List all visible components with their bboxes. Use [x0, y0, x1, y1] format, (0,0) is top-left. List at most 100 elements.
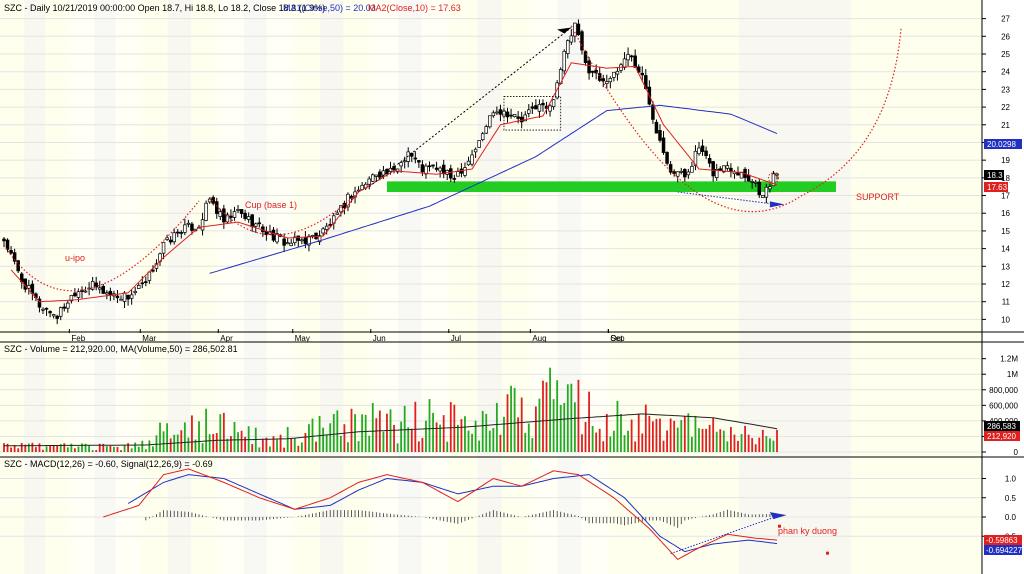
volume-bar: [722, 430, 725, 452]
volume-bar: [485, 413, 488, 452]
volume-bar: [761, 429, 764, 452]
volume-bar: [407, 427, 410, 452]
volume-bar: [350, 408, 353, 452]
price-tick-label: 18: [1001, 174, 1010, 183]
price-tick-label: 11: [1002, 298, 1011, 307]
candle-body: [12, 252, 17, 262]
candle-body: [463, 167, 467, 176]
candle-body: [97, 287, 102, 290]
candle-body: [172, 232, 176, 243]
macd-tick-label: 0.0: [1005, 513, 1017, 522]
volume-bar: [612, 430, 615, 452]
volume-bar: [166, 423, 169, 452]
candle-body: [179, 232, 184, 234]
volume-bar: [538, 398, 541, 452]
candle-body: [775, 173, 779, 176]
candle-body: [665, 152, 669, 164]
volume-bar: [63, 443, 66, 452]
volume-tick-label: 800,000: [989, 386, 1018, 395]
volume-bar: [315, 441, 317, 452]
volume-bar: [343, 424, 346, 452]
candle-body: [548, 105, 552, 112]
month-band-shade: [557, 0, 582, 574]
volume-bar: [35, 447, 37, 452]
price-tick-label: 23: [1001, 85, 1010, 94]
month-band-shade: [477, 0, 502, 574]
volume-bar: [737, 440, 739, 452]
price-title: SZC - Daily 10/21/2019 00:00:00 Open 18.…: [4, 3, 325, 13]
volume-bar: [240, 430, 243, 452]
macd-tick-label: 1.0: [1005, 475, 1017, 484]
volume-bar: [400, 421, 403, 452]
volume-bar: [42, 449, 44, 452]
candle-body: [449, 168, 453, 179]
candle-body: [115, 295, 120, 299]
candle-body: [424, 165, 428, 175]
candle-body: [523, 114, 527, 122]
volume-bar: [286, 427, 289, 452]
volume-bar: [627, 430, 629, 452]
candle-body: [608, 77, 613, 83]
volume-bar: [520, 397, 523, 452]
volume-bar: [137, 446, 140, 452]
candle-body: [83, 290, 88, 293]
volume-bar: [609, 436, 612, 452]
volume-bar: [623, 435, 626, 452]
support-annotation: SUPPORT: [856, 192, 900, 202]
volume-bar: [357, 441, 360, 452]
candle-body: [335, 212, 340, 215]
volume-bar: [393, 424, 395, 452]
candle-body: [580, 31, 584, 51]
candle-body: [275, 233, 279, 243]
volume-bar: [595, 432, 598, 452]
volume-bar: [492, 428, 495, 452]
month-label: Feb: [71, 334, 85, 343]
volume-bar: [159, 422, 161, 452]
candle-body: [413, 157, 418, 160]
volume-bar: [733, 434, 736, 452]
candle-body: [438, 167, 442, 172]
support-zone: [386, 181, 836, 192]
candle-body: [569, 35, 574, 43]
volume-bar: [371, 403, 374, 452]
candle-body: [729, 167, 733, 172]
volume-ma-line: [4, 413, 778, 447]
volume-bar: [719, 429, 722, 452]
candle-body: [168, 239, 173, 243]
volume-bar: [754, 444, 757, 452]
volume-bar: [403, 405, 406, 452]
price-tick-label: 10: [1001, 315, 1010, 324]
volume-bar: [169, 438, 172, 452]
candle-body: [367, 178, 371, 185]
volume-bar: [81, 443, 83, 452]
candle-body: [562, 50, 566, 72]
volume-bar: [308, 424, 310, 452]
candle-body: [161, 242, 166, 254]
ma1-line: [209, 104, 778, 274]
volume-bar: [300, 442, 303, 452]
trend-arrow: [368, 27, 572, 188]
candle-body: [399, 162, 403, 167]
volume-bar: [304, 433, 307, 452]
candle-body: [282, 238, 286, 246]
volume-bar: [453, 404, 456, 452]
volume-bar: [566, 384, 569, 452]
volume-bar: [77, 446, 80, 452]
volume-bar: [120, 450, 122, 452]
volume-bar: [730, 427, 732, 452]
candle-body: [615, 71, 620, 75]
volume-bar: [347, 442, 349, 452]
candle-body: [133, 291, 137, 294]
volume-bar: [141, 440, 144, 452]
volume-bar: [712, 418, 715, 452]
month-band-shade: [739, 0, 852, 574]
volume-bar: [598, 428, 601, 452]
candle-body: [321, 228, 325, 234]
volume-bar: [127, 443, 130, 452]
candle-body: [55, 315, 59, 319]
candle-body: [505, 111, 510, 118]
volume-bar: [503, 416, 505, 452]
volume-bar: [630, 419, 633, 452]
volume-bar: [354, 414, 356, 452]
candle-body: [73, 292, 77, 297]
